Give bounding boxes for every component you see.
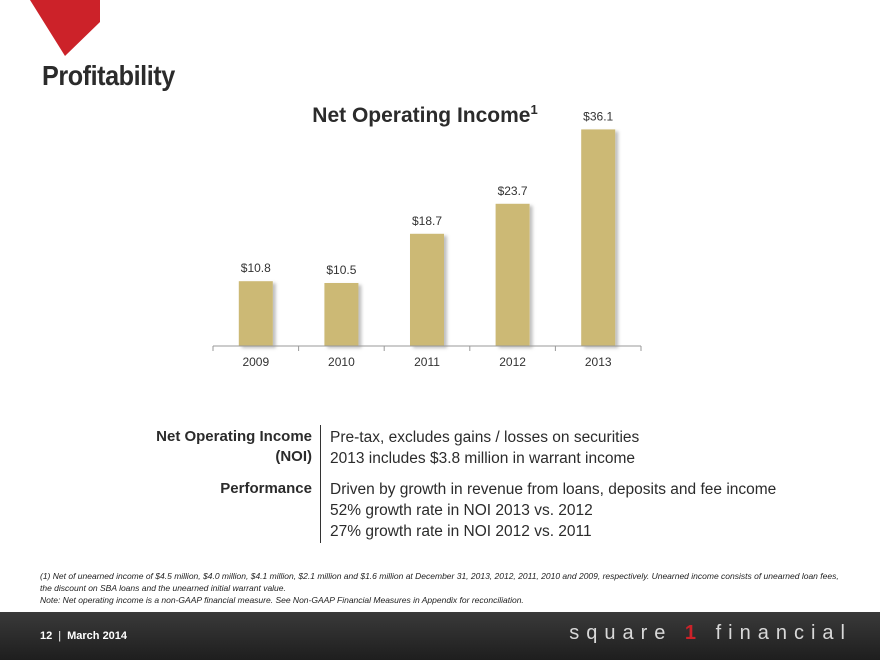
- brand-number-one: 1: [684, 622, 704, 644]
- tick-label-2009: 2009: [242, 355, 269, 369]
- brand-logo: square 1 financial: [569, 622, 852, 645]
- chart-title: Net Operating Income1: [250, 102, 600, 128]
- noi-label-line2: (NOI): [275, 448, 312, 465]
- bars-group: [238, 129, 616, 346]
- tick-label-2012: 2012: [499, 355, 526, 369]
- bar-2010: [324, 283, 359, 346]
- chart-title-footnote-marker: 1: [530, 102, 538, 117]
- footer-page-info: 12 | March 2014: [40, 630, 127, 642]
- bar-2012: [495, 203, 530, 346]
- labels-group: $10.8 2009 $10.5 2010 $18.7 2011 $23.7 2012 $36.…: [241, 109, 614, 369]
- perf-text-2: 52% growth rate in NOI 2013 vs. 2012: [330, 502, 593, 519]
- tick-label-2013: 2013: [585, 355, 612, 369]
- page-title: Profitability: [42, 60, 175, 91]
- x-ticks-group: [212, 346, 642, 351]
- data-label-2010: $10.5: [326, 263, 356, 277]
- bar-2011: [410, 233, 444, 346]
- corner-tab-decoration: [30, 0, 100, 56]
- perf-text-3: 27% growth rate in NOI 2012 vs. 2011: [330, 523, 592, 540]
- page-number: 12: [40, 630, 53, 642]
- data-label-2009: $10.8: [241, 261, 271, 275]
- footer-separator: |: [58, 630, 62, 642]
- chart-title-text: Net Operating Income: [312, 104, 531, 127]
- footnote-1: (1) Net of unearned income of $4.5 milli…: [40, 571, 839, 593]
- tick-label-2010: 2010: [328, 355, 355, 369]
- brand-word-financial: financial: [715, 622, 852, 644]
- noi-text-2: 2013 includes $3.8 million in warrant in…: [330, 450, 635, 467]
- tick-label-2011: 2011: [414, 355, 440, 369]
- footer-bar: 12 | March 2014 square 1 financial: [0, 612, 880, 660]
- bar-2013: [581, 129, 616, 346]
- info-divider: [320, 425, 321, 543]
- footnote-note: Note: Net operating income is a non-GAAP…: [40, 595, 524, 605]
- noi-bar-chart: $10.8 2009 $10.5 2010 $18.7 2011 $23.7 2012 $36.…: [212, 109, 642, 369]
- perf-text-1: Driven by growth in revenue from loans, …: [330, 481, 777, 498]
- footnotes: (1) Net of unearned income of $4.5 milli…: [40, 570, 840, 606]
- performance-label: Performance: [220, 480, 312, 497]
- bar-2009: [238, 281, 273, 346]
- noi-label-line1: Net Operating Income: [156, 428, 312, 445]
- data-label-2013: $36.1: [583, 109, 613, 123]
- performance-description: Driven by growth in revenue from loans, …: [330, 479, 776, 542]
- data-label-2012: $23.7: [498, 184, 528, 198]
- footer-date: March 2014: [67, 630, 128, 642]
- brand-word-square: square: [569, 622, 673, 644]
- noi-info-block: Net Operating Income (NOI) Pre-tax, excl…: [0, 425, 880, 545]
- red-chevron-shape: [30, 0, 100, 56]
- data-label-2011: $18.7: [412, 214, 442, 228]
- noi-text-1: Pre-tax, excludes gains / losses on secu…: [330, 429, 640, 446]
- noi-label: Net Operating Income (NOI): [156, 427, 312, 467]
- noi-description: Pre-tax, excludes gains / losses on secu…: [330, 427, 639, 469]
